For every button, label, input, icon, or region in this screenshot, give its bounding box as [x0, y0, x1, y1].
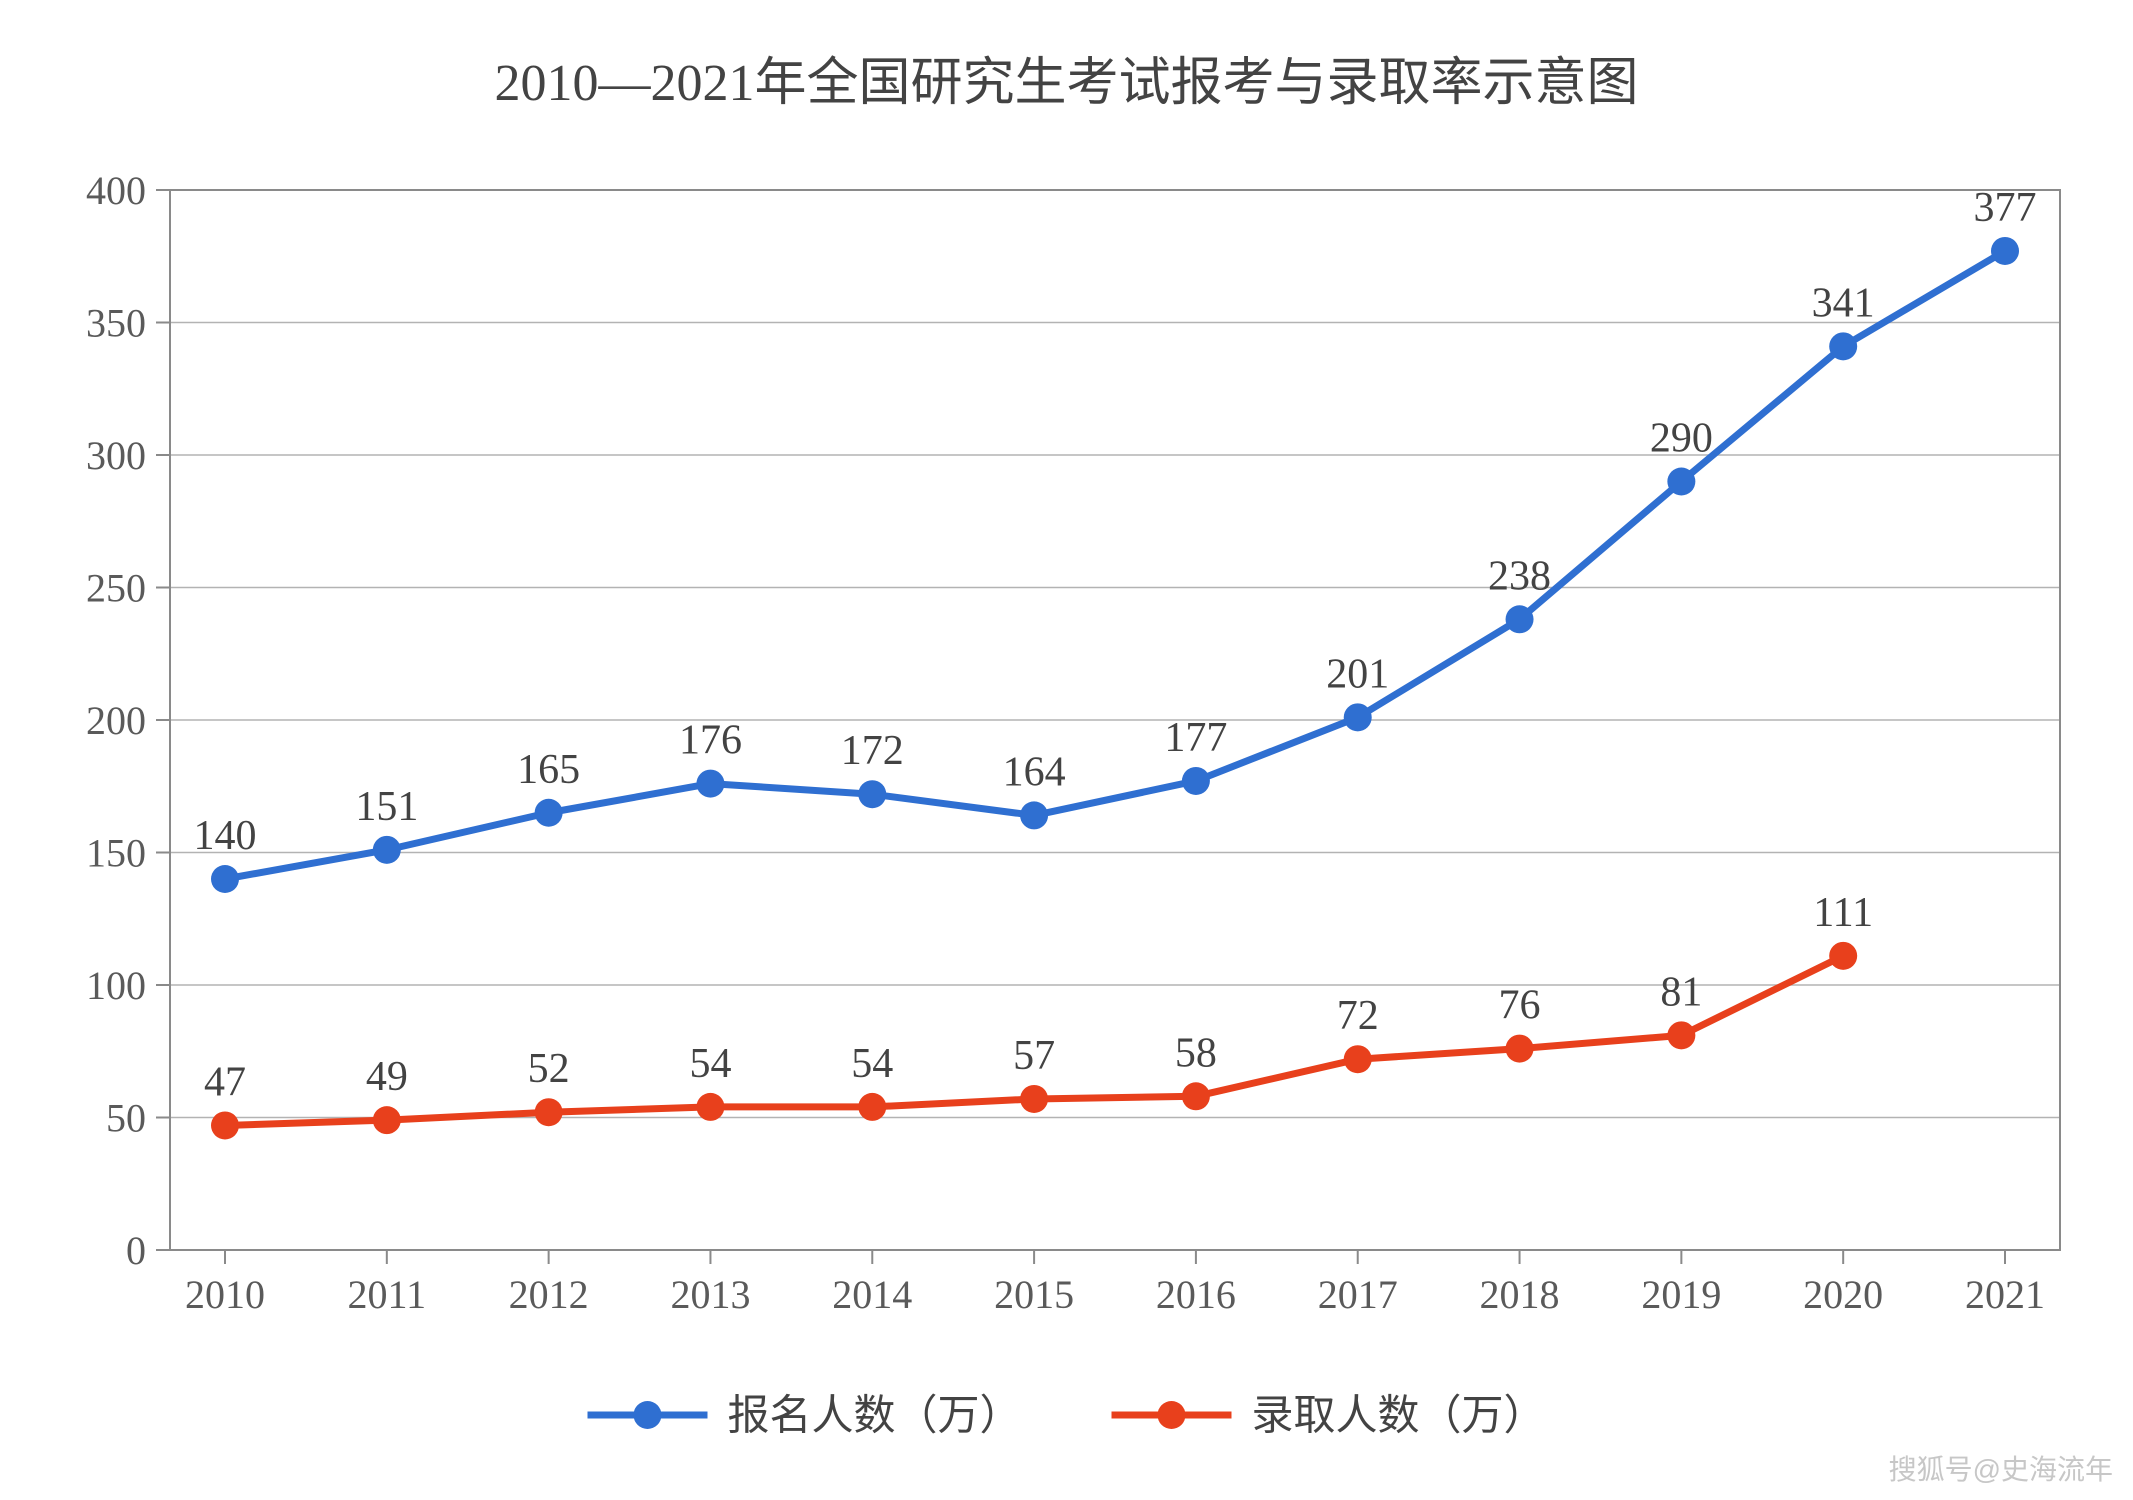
data-marker: [1829, 332, 1857, 360]
data-label: 290: [1650, 416, 1713, 462]
data-marker: [1344, 703, 1372, 731]
data-label: 140: [194, 813, 257, 859]
data-label: 81: [1660, 969, 1702, 1015]
data-label: 177: [1164, 715, 1227, 761]
y-tick-label: 400: [86, 168, 146, 213]
data-marker: [373, 836, 401, 864]
watermark-text: 搜狐号@史海流年: [1889, 1448, 2113, 1488]
x-tick-label: 2021: [1965, 1272, 2045, 1317]
data-label: 49: [366, 1054, 408, 1100]
data-label: 341: [1812, 280, 1875, 326]
legend-marker: [1158, 1401, 1186, 1429]
data-label: 172: [841, 728, 904, 774]
data-marker: [1667, 468, 1695, 496]
data-marker: [1667, 1021, 1695, 1049]
data-label: 111: [1813, 890, 1873, 936]
y-tick-label: 300: [86, 433, 146, 478]
chart-container: 2010—2021年全国研究生考试报考与录取率示意图 0 50 100 150 200 25…: [0, 0, 2133, 1500]
data-marker: [1020, 801, 1048, 829]
data-marker: [1829, 942, 1857, 970]
data-marker: [535, 799, 563, 827]
y-tick-label: 0: [126, 1228, 146, 1273]
data-label: 47: [204, 1059, 246, 1105]
data-label: 238: [1488, 553, 1551, 599]
data-marker: [211, 865, 239, 893]
data-label: 201: [1326, 651, 1389, 697]
y-tick-label: 100: [86, 963, 146, 1008]
data-marker: [535, 1098, 563, 1126]
data-marker: [211, 1111, 239, 1139]
y-tick-label: 150: [86, 831, 146, 876]
data-marker: [696, 1093, 724, 1121]
x-tick-label: 2015: [994, 1272, 1074, 1317]
data-marker: [373, 1106, 401, 1134]
x-tick-label: 2013: [670, 1272, 750, 1317]
data-label: 165: [517, 747, 580, 793]
data-label: 164: [1003, 749, 1066, 795]
line-chart: 2010—2021年全国研究生考试报考与录取率示意图 0 50 100 150 200 25…: [0, 0, 2133, 1500]
y-tick-label: 50: [106, 1096, 146, 1141]
data-marker: [858, 780, 886, 808]
x-tick-label: 2011: [348, 1272, 427, 1317]
data-marker: [1344, 1045, 1372, 1073]
x-tick-label: 2018: [1480, 1272, 1560, 1317]
data-marker: [1506, 1035, 1534, 1063]
data-label: 52: [528, 1046, 570, 1092]
legend-label-applicants: 报名人数（万）: [728, 1394, 1022, 1440]
x-tick-label: 2010: [185, 1272, 265, 1317]
x-tick-label: 2017: [1318, 1272, 1398, 1317]
legend-label-admitted: 录取人数（万）: [1252, 1394, 1546, 1440]
data-marker: [1182, 1082, 1210, 1110]
data-label: 58: [1175, 1030, 1217, 1076]
data-label: 176: [679, 718, 742, 764]
data-label: 151: [355, 784, 418, 830]
x-tick-label: 2019: [1641, 1272, 1721, 1317]
data-marker: [1506, 605, 1534, 633]
data-marker: [696, 770, 724, 798]
x-tick-label: 2014: [832, 1272, 912, 1317]
x-tick-label: 2012: [509, 1272, 589, 1317]
data-label: 72: [1337, 993, 1379, 1039]
data-marker: [858, 1093, 886, 1121]
data-label: 377: [1974, 185, 2037, 231]
y-tick-label: 200: [86, 698, 146, 743]
y-tick-label: 250: [86, 566, 146, 611]
chart-title: 2010—2021年全国研究生考试报考与录取率示意图: [494, 55, 1638, 112]
data-marker: [1020, 1085, 1048, 1113]
x-tick-label: 2016: [1156, 1272, 1236, 1317]
data-label: 76: [1499, 983, 1541, 1029]
data-label: 54: [851, 1041, 893, 1087]
data-marker: [1182, 767, 1210, 795]
data-label: 54: [689, 1041, 731, 1087]
data-label: 57: [1013, 1033, 1055, 1079]
legend-marker: [634, 1401, 662, 1429]
data-marker: [1991, 237, 2019, 265]
x-tick-label: 2020: [1803, 1272, 1883, 1317]
y-tick-label: 350: [86, 301, 146, 346]
